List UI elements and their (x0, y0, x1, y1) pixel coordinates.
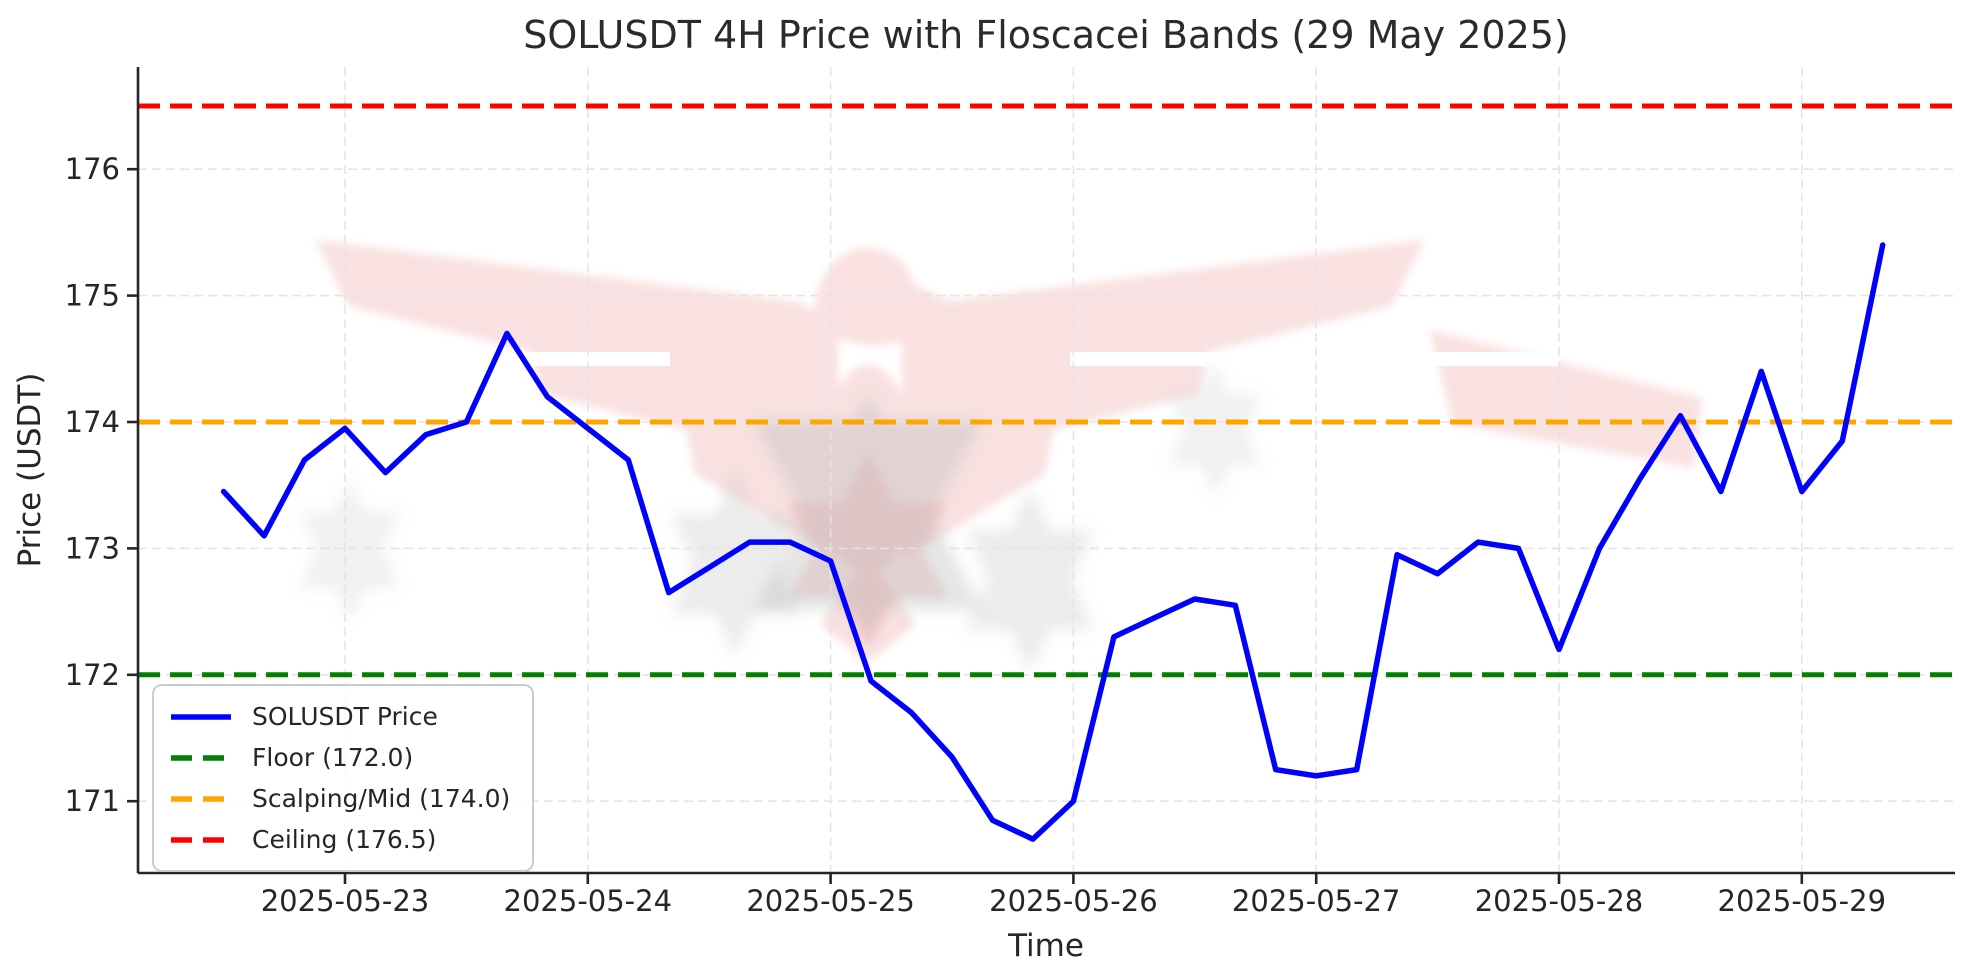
price-series (220, 242, 1886, 842)
y-tick-label: 173 (65, 531, 120, 565)
x-tick-label: 2025-05-29 (1718, 884, 1887, 918)
legend-label: Scalping/Mid (174.0) (252, 784, 511, 813)
legend-item: Floor (172.0) (170, 737, 510, 778)
y-axis-label: Price (USDT) (12, 373, 48, 568)
legend-label: Floor (172.0) (252, 743, 414, 772)
legend-item: Ceiling (176.5) (170, 819, 510, 860)
x-tick-label: 2025-05-28 (1475, 884, 1644, 918)
y-tick-label: 171 (65, 784, 120, 818)
x-tick-label: 2025-05-27 (1232, 884, 1401, 918)
y-tick-label: 174 (65, 405, 120, 439)
x-axis-label: Time (1007, 928, 1084, 964)
chart-title: SOLUSDT 4H Price with Floscacei Bands (2… (523, 13, 1569, 57)
eagle-logo-watermark (150, 240, 1702, 674)
legend-item: Scalping/Mid (174.0) (170, 778, 510, 819)
x-tick-label: 2025-05-23 (261, 884, 430, 918)
tick-labels: 171 172 173 174 175 176 2025-05-23 2025-05-24 20… (65, 152, 1886, 918)
dashed-line-swatch-icon (170, 836, 232, 844)
legend-item: SOLUSDT Price (170, 696, 510, 737)
dashed-line-swatch-icon (170, 795, 232, 803)
solid-line-swatch-icon (170, 713, 232, 721)
price-line (220, 242, 1886, 842)
axes (127, 67, 1955, 884)
legend-label: Ceiling (176.5) (252, 825, 437, 854)
x-tick-label: 2025-05-25 (746, 884, 915, 918)
x-tick-label: 2025-05-26 (989, 884, 1158, 918)
y-tick-label: 172 (65, 658, 120, 692)
dashed-line-swatch-icon (170, 754, 232, 762)
chart-legend: SOLUSDT Price Floor (172.0) Scalping/Mid (… (152, 684, 535, 872)
legend-label: SOLUSDT Price (252, 702, 438, 731)
x-tick-label: 2025-05-24 (504, 884, 673, 918)
y-tick-label: 176 (65, 152, 120, 186)
band-lines (138, 103, 1955, 678)
y-tick-label: 175 (65, 279, 120, 313)
